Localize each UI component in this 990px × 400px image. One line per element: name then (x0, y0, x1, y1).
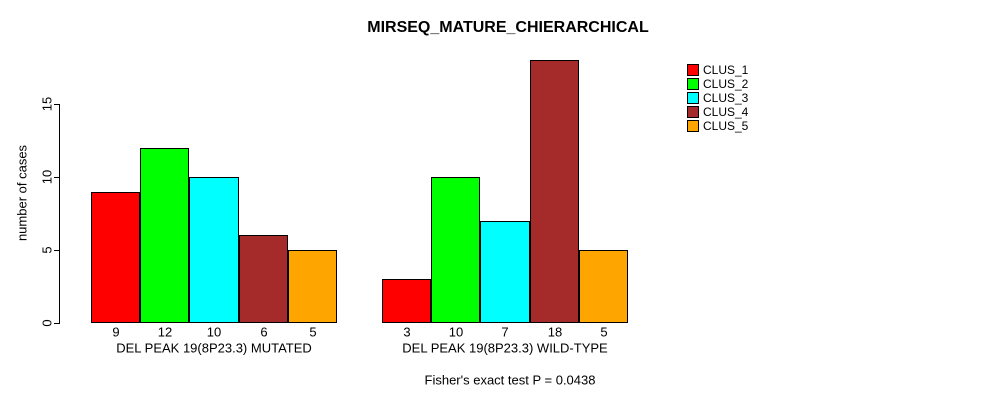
legend-label: CLUS_1 (703, 63, 749, 77)
bar-clus_5 (579, 250, 628, 323)
y-axis-tick (54, 104, 60, 105)
bar-clus_4 (530, 60, 579, 323)
legend-label: CLUS_5 (703, 119, 749, 133)
legend-label: CLUS_4 (703, 105, 749, 119)
y-axis-tick (54, 177, 60, 178)
bar-clus_2 (431, 177, 480, 323)
y-axis-label: number of cases (14, 144, 30, 242)
y-tick-label: 15 (39, 96, 55, 112)
bar-value-label: 7 (501, 324, 509, 340)
y-tick-label: 5 (39, 246, 55, 254)
bar-clus_3 (480, 221, 530, 323)
y-tick-label: 10 (39, 169, 55, 185)
group-label: DEL PEAK 19(8P23.3) MUTATED (116, 340, 312, 356)
legend-swatch-clus_2 (687, 78, 699, 90)
chart-title: MIRSEQ_MATURE_CHIERARCHICAL (367, 19, 649, 36)
bar-value-label: 10 (206, 324, 222, 340)
legend-swatch-clus_4 (687, 106, 699, 118)
bar-value-label: 6 (260, 324, 268, 340)
bar-value-label: 9 (112, 324, 120, 340)
bar-value-label: 3 (403, 324, 411, 340)
group-label: DEL PEAK 19(8P23.3) WILD-TYPE (402, 340, 608, 356)
legend-label: CLUS_2 (703, 77, 749, 91)
bar-clus_2 (140, 148, 189, 323)
y-axis-line (59, 104, 60, 324)
bar-clus_1 (91, 192, 140, 323)
legend-label: CLUS_3 (703, 91, 749, 105)
bar-value-label: 5 (600, 324, 608, 340)
footnote-fisher-test: Fisher's exact test P = 0.0438 (424, 372, 596, 388)
y-tick-label: 0 (39, 319, 55, 327)
bar-value-label: 12 (157, 324, 173, 340)
bar-clus_4 (239, 235, 288, 323)
legend-swatch-clus_5 (687, 120, 699, 132)
bar-clus_3 (189, 177, 239, 323)
y-axis-tick (54, 250, 60, 251)
legend-swatch-clus_3 (687, 92, 699, 104)
y-axis-tick (54, 323, 60, 324)
bar-value-label: 10 (448, 324, 464, 340)
bar-value-label: 18 (547, 324, 563, 340)
bar-clus_1 (382, 279, 431, 323)
bar-clus_5 (288, 250, 337, 323)
bar-value-label: 5 (309, 324, 317, 340)
legend-swatch-clus_1 (687, 64, 699, 76)
